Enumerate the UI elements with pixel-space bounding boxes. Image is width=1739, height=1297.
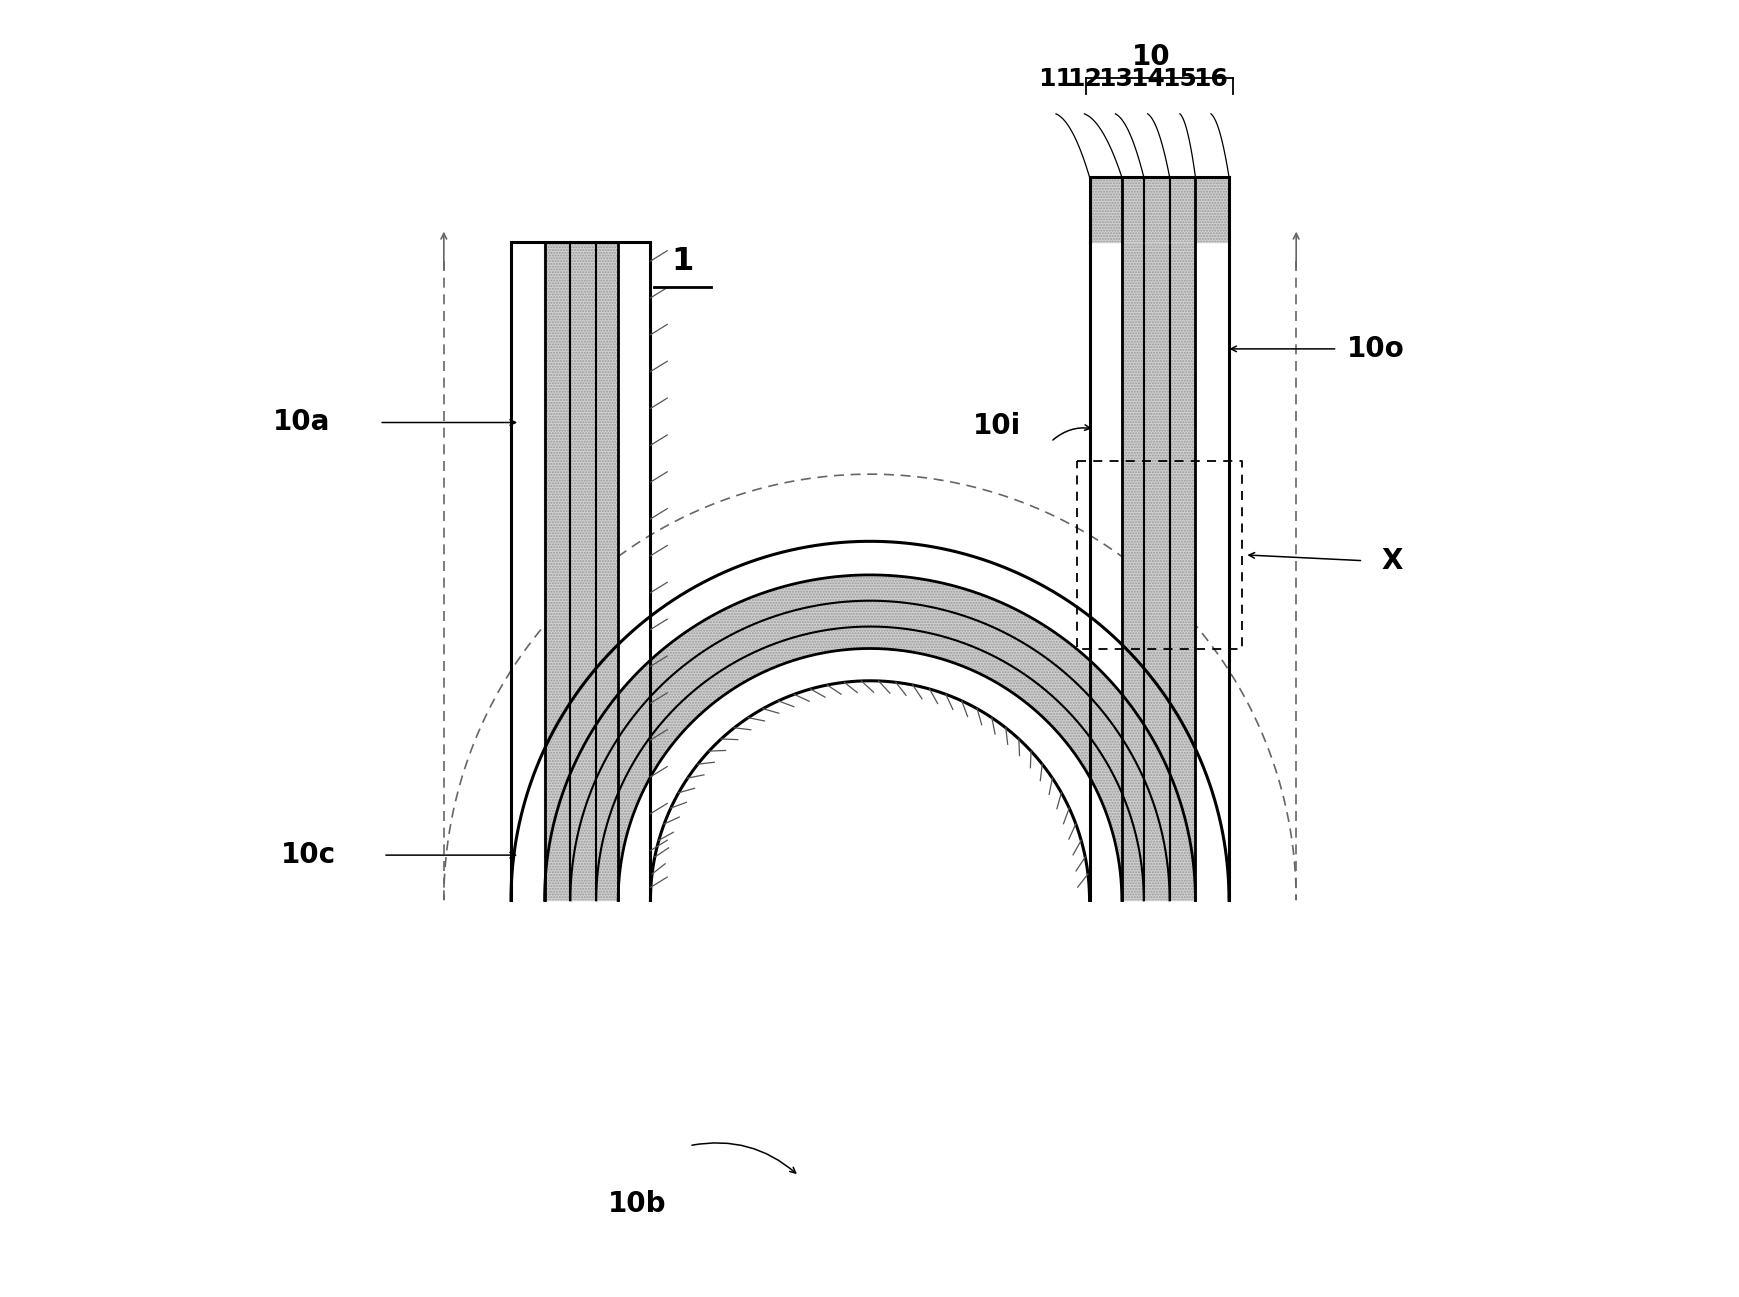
Text: 10i: 10i [972,412,1021,441]
Text: X: X [1381,546,1402,575]
Text: 13: 13 [1097,66,1132,91]
Text: 10a: 10a [273,409,330,437]
Text: 12: 12 [1066,66,1101,91]
Polygon shape [544,241,1195,900]
Polygon shape [544,241,617,900]
Text: 10o: 10o [1346,335,1405,363]
Text: 10: 10 [1132,43,1170,71]
Polygon shape [1122,241,1195,900]
Text: 16: 16 [1193,66,1228,91]
Text: 10c: 10c [280,842,336,869]
Text: 11: 11 [1038,66,1073,91]
Polygon shape [1089,178,1228,241]
Text: 14: 14 [1130,66,1165,91]
Text: 15: 15 [1162,66,1196,91]
Text: 10b: 10b [609,1189,666,1218]
Text: 1: 1 [671,245,694,276]
